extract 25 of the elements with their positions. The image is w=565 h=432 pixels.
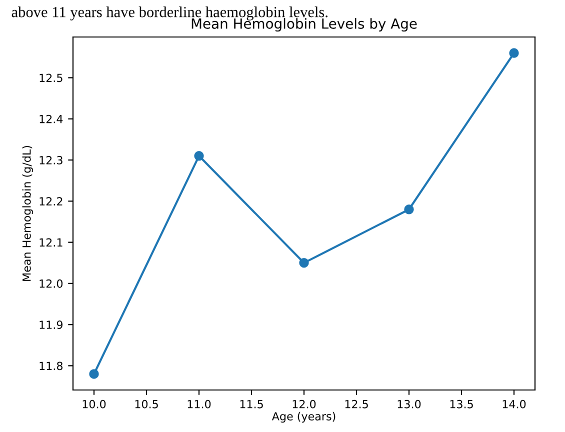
point <box>89 369 99 379</box>
y-tick-label: 12.4 <box>40 114 63 124</box>
x-tick-label: 13.5 <box>450 400 473 408</box>
y-axis-title: Mean Hemoglobin (g/dL) <box>22 146 33 281</box>
x-tick-label: 13.0 <box>398 400 421 408</box>
x-tick-label: 14.0 <box>502 400 526 408</box>
y-tick-label: 11.9 <box>40 320 62 329</box>
x-tick-label: 10.5 <box>135 400 158 408</box>
y-tick-label: 12.0 <box>40 279 63 288</box>
y-tick-label: 11.8 <box>40 362 63 370</box>
x-tick-label: 12.5 <box>345 400 368 408</box>
point <box>194 151 204 161</box>
x-tick-label: 11.5 <box>240 400 263 408</box>
x-tick-label: 11.0 <box>188 400 211 408</box>
y-tick-label: 12.3 <box>40 156 62 164</box>
y-tick-label: 12.1 <box>40 238 62 247</box>
x-axis-title: Age (years) <box>272 412 336 423</box>
y-tick-label: 12.5 <box>40 74 62 82</box>
x-tick-label: 10.0 <box>82 400 106 408</box>
y-tick-label: 12.2 <box>40 197 62 206</box>
point <box>404 204 414 214</box>
x-tick-label: 12.0 <box>292 400 316 408</box>
point <box>299 258 309 268</box>
chart-title: Mean Hemoglobin Levels by Age <box>192 18 417 32</box>
point <box>509 48 519 58</box>
